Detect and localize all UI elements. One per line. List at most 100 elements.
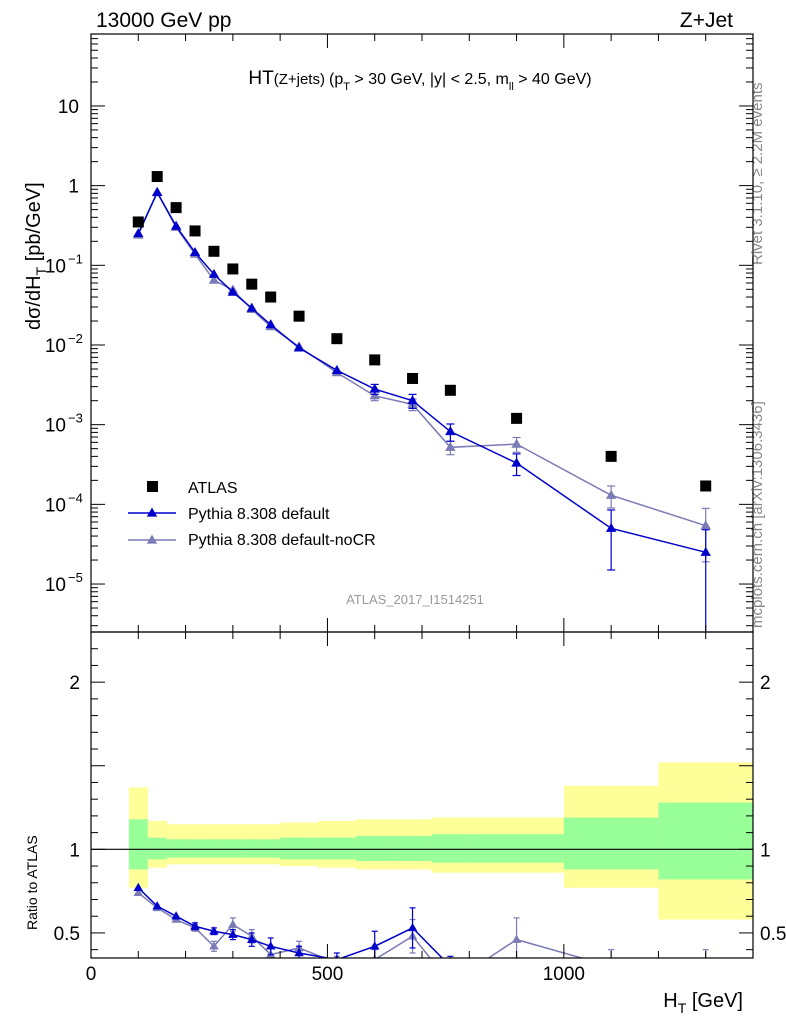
- legend: ATLAS Pythia 8.308 default Pythia 8.308 …: [128, 480, 376, 549]
- series-point-default: [208, 268, 220, 278]
- y-tick-label: 10: [45, 416, 66, 437]
- ratio-band-inner: [658, 802, 753, 880]
- ratio-point-default: [446, 961, 456, 969]
- ratio-point-nocr: [511, 934, 522, 943]
- series-line-default: [137, 190, 706, 554]
- ratio-point-nocr: [209, 941, 219, 950]
- ratio-band-inner: [355, 835, 395, 862]
- x-tick-label: 1000: [543, 964, 585, 985]
- title-prefix: HT: [248, 68, 274, 89]
- y-axis-label-unit: [pb/GeV]: [23, 182, 45, 267]
- y-axis-label: dσ/dHT [pb/GeV]: [23, 182, 49, 330]
- series-point-default: [331, 364, 343, 374]
- legend-label-atlas: ATLAS: [188, 480, 238, 497]
- ratio-point-nocr: [133, 887, 144, 897]
- y-tick-label-exponent: −2: [68, 331, 83, 346]
- series-point-default: [265, 319, 276, 329]
- y-tick-label: 1: [68, 177, 79, 198]
- data-point-atlas: [132, 216, 144, 228]
- y-axis-label-sub: T: [33, 266, 49, 275]
- y-tick-label: 10: [45, 256, 66, 277]
- legend-label-nocr: Pythia 8.308 default-noCR: [188, 532, 376, 549]
- y-tick-label: 10: [45, 575, 66, 596]
- series-point-nocr: [605, 489, 617, 499]
- ratio-y-axis-label: Ratio to ATLAS: [24, 835, 40, 930]
- ratio-axes: 0 500 1000 0.5 0.5 1 1 2 2: [54, 631, 786, 985]
- title-cuts-end: > 40 GeV): [514, 71, 592, 88]
- legend-marker-atlas: [147, 481, 158, 492]
- data-point-atlas: [331, 333, 343, 345]
- ratio-point-default: [152, 901, 162, 910]
- data-point-atlas: [407, 372, 419, 384]
- title-cuts: (p: [329, 71, 343, 88]
- ratio-marks: [133, 882, 711, 969]
- ratio-band-inner: [128, 819, 149, 870]
- legend-label-default: Pythia 8.308 default: [188, 506, 330, 523]
- ratio-band-inner: [147, 837, 168, 860]
- ratio-point-default: [171, 911, 181, 920]
- series-point-default: [151, 187, 163, 197]
- title-sub: (Z+jets): [274, 71, 325, 88]
- x-axis-label-sub: T: [678, 1000, 687, 1016]
- series-point-default: [407, 395, 418, 405]
- data-point-atlas: [444, 384, 456, 396]
- header-left: 13000 GeV pp: [96, 9, 231, 32]
- y-tick-label: 10: [45, 495, 66, 516]
- series-point-default: [369, 383, 380, 393]
- plot-title: HT(Z+jets) (pT > 30 GeV, |y| < 2.5, mll >…: [248, 68, 591, 93]
- ratio-band-inner: [393, 835, 432, 862]
- y-tick-label-exponent: −1: [68, 251, 83, 266]
- ratio-y-tick-label-right: 2: [760, 673, 771, 694]
- x-tick-label: 500: [312, 964, 344, 985]
- series-point-default: [189, 246, 201, 257]
- ratio-band-inner: [223, 839, 243, 858]
- ratio-line-default: [137, 887, 444, 958]
- data-point-atlas: [511, 412, 523, 424]
- ratio-point-nocr: [606, 961, 616, 969]
- ratio-band-inner: [185, 839, 205, 858]
- series-point-default: [246, 302, 257, 312]
- x-axis-label-main: H: [663, 990, 677, 1012]
- series-point-default: [170, 220, 182, 230]
- ratio-band-inner: [280, 837, 319, 860]
- legend-marker-default: [146, 507, 158, 517]
- series-point-nocr: [208, 274, 220, 284]
- side-label-bottom: mcplots.cern.ch [arXiv:1306.3436]: [749, 401, 766, 628]
- series-point-default: [511, 457, 522, 467]
- y-axis-label-main: dσ/dH: [23, 275, 45, 330]
- data-point-atlas: [227, 263, 239, 275]
- y-tick-label-base: 10: [45, 495, 66, 516]
- series-point-default: [700, 546, 711, 556]
- main-marks: [132, 171, 712, 632]
- ratio-point-default: [407, 922, 418, 932]
- ratio-point-nocr: [701, 961, 711, 969]
- data-point-atlas: [151, 171, 163, 183]
- y-tick-label-base: 1: [68, 177, 79, 198]
- ratio-point-default: [247, 934, 257, 943]
- y-tick-label-base: 10: [45, 575, 66, 596]
- series-point-default: [293, 342, 305, 352]
- ratio-y-tick-label-right: 1: [760, 840, 771, 861]
- ratio-point-default: [334, 954, 339, 958]
- ratio-point-default: [265, 941, 276, 950]
- ratio-line-nocr: [137, 892, 585, 958]
- ratio-band-inner: [431, 834, 470, 863]
- ratio-point-default: [209, 926, 219, 935]
- series-point-default: [605, 522, 617, 532]
- y-tick-label-exponent: −3: [68, 411, 83, 426]
- series-point-default: [133, 228, 144, 238]
- series-point-default: [445, 426, 456, 436]
- ratio-y-tick-label-left: 0.5: [54, 924, 80, 945]
- data-point-atlas: [369, 354, 381, 366]
- title-cuts-sub1: T: [343, 81, 350, 93]
- y-tick-label-exponent: −4: [68, 490, 83, 505]
- x-axis-label: HT [GeV]: [663, 990, 743, 1016]
- ratio-band-inner: [563, 817, 659, 870]
- ratio-point-default: [294, 947, 304, 957]
- analysis-label: ATLAS_2017_I1514251: [346, 592, 484, 607]
- ratio-band-inner: [242, 839, 262, 858]
- series-point-nocr: [445, 441, 456, 451]
- x-axis-label-unit: [GeV]: [686, 990, 743, 1012]
- data-point-atlas: [700, 480, 712, 492]
